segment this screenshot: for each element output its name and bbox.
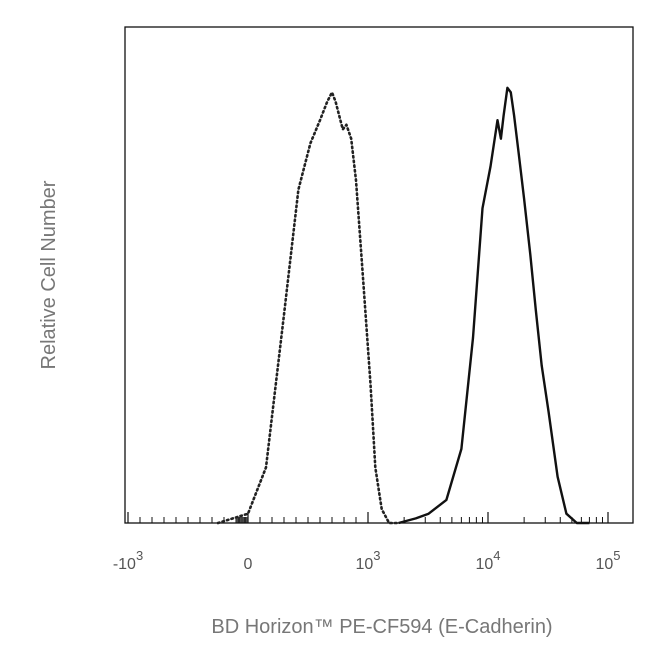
x-axis-title: BD Horizon™ PE-CF594 (E-Cadherin) [211, 616, 552, 638]
x-tick-label: -103 [113, 548, 143, 573]
series-layer [216, 86, 590, 525]
series-dotted-histogram [216, 91, 400, 525]
x-tick-label: 0 [244, 556, 253, 573]
series-solid-histogram [398, 86, 590, 525]
minor-ticks [139, 517, 604, 523]
plot-frame [124, 26, 634, 524]
major-ticks [127, 512, 609, 523]
x-tick-label: 105 [595, 548, 620, 573]
y-axis-title: Relative Cell Number [38, 180, 60, 369]
tick-labels: -103 0 103 104 105 [113, 548, 621, 573]
x-tick-label: 104 [475, 548, 500, 573]
x-tick-label: 103 [355, 548, 380, 573]
